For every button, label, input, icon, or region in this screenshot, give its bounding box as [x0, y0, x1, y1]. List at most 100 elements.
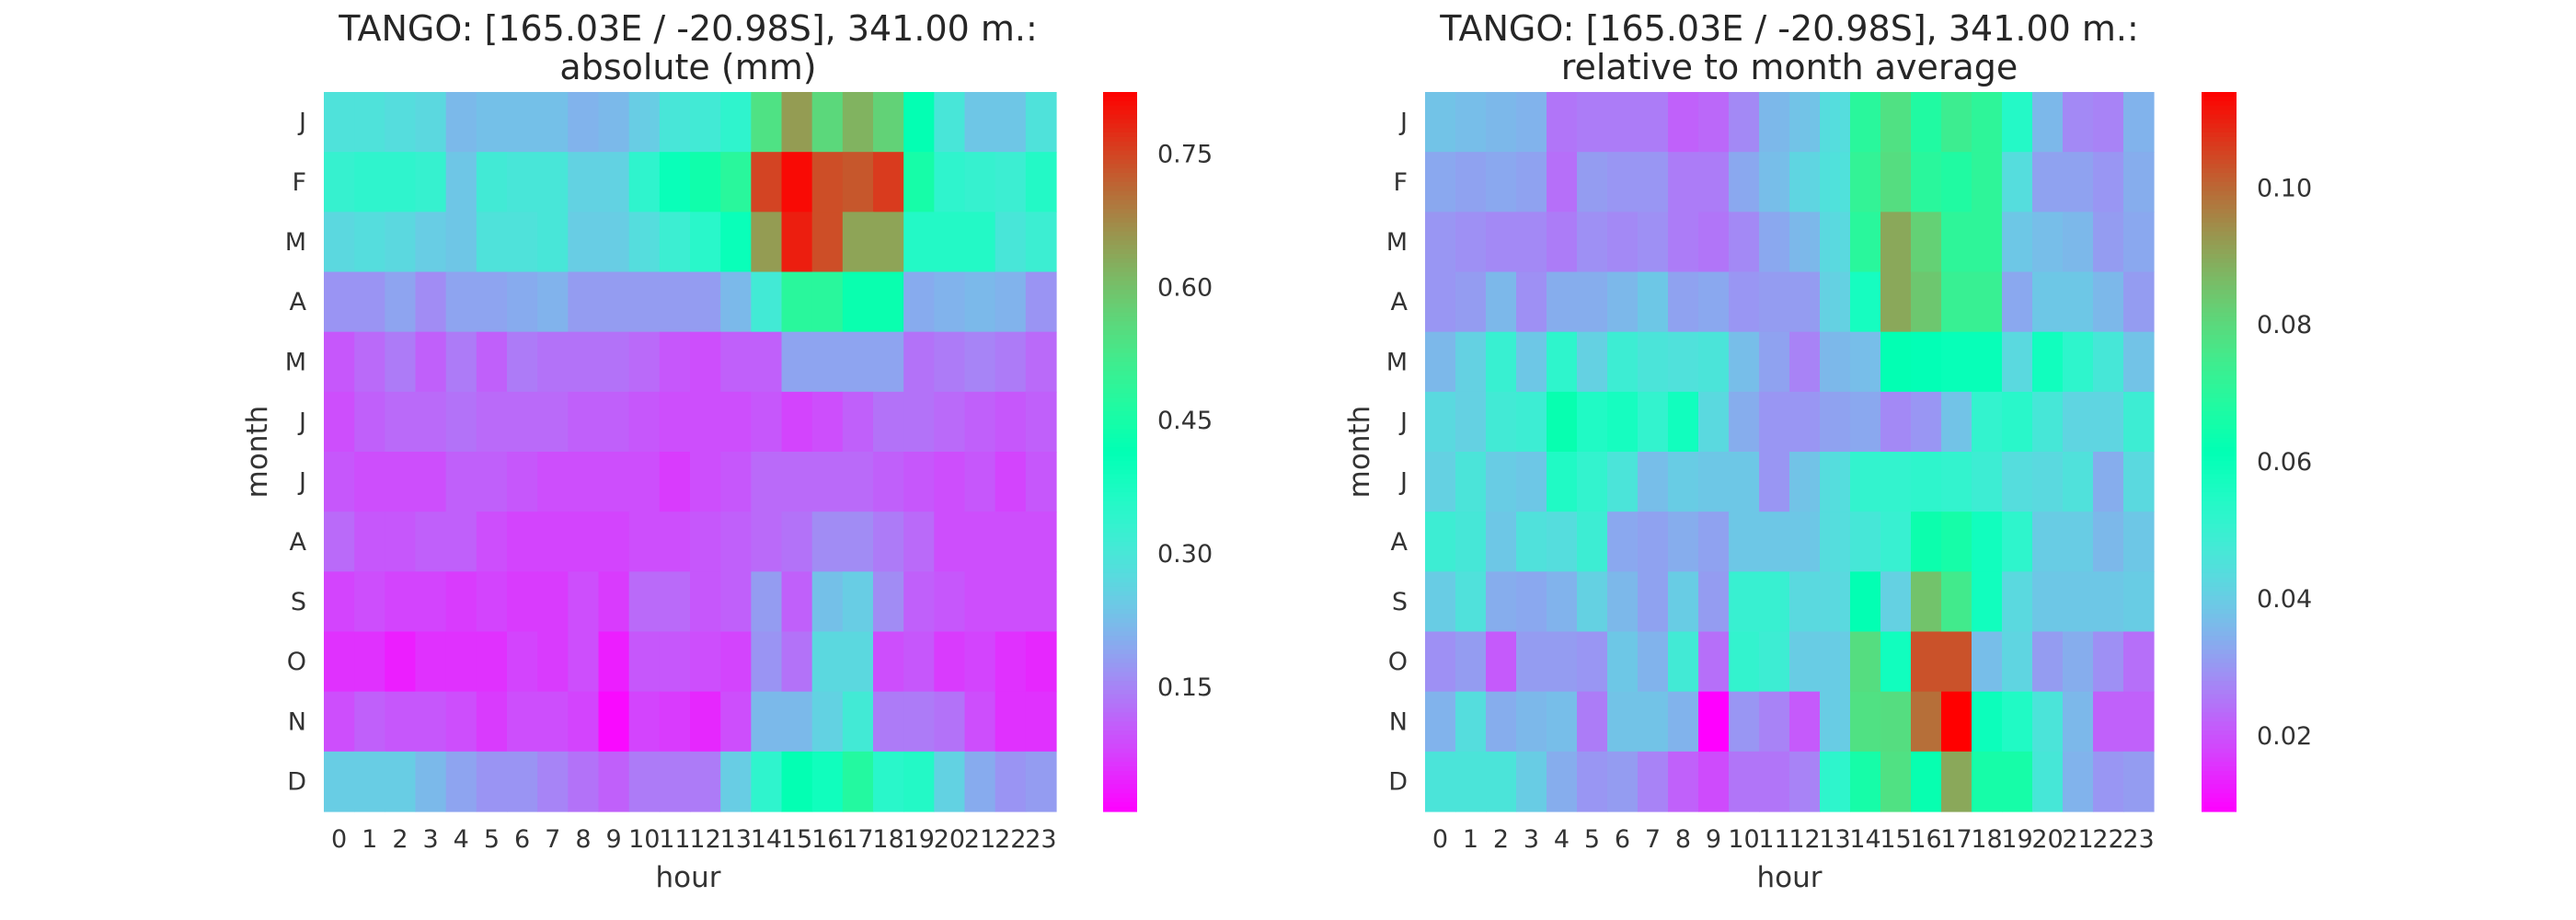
heatmap-cell	[1455, 452, 1487, 512]
colorbar-segment	[2202, 469, 2237, 476]
heatmap-cell	[1729, 452, 1760, 512]
heatmap-cell	[751, 452, 783, 512]
colorbar-segment	[1103, 348, 1137, 354]
heatmap-cell	[1607, 331, 1639, 393]
heatmap-cell	[1607, 212, 1639, 273]
colorbar-tick-label: 0.04	[2257, 585, 2312, 614]
heatmap-cell	[2093, 212, 2124, 273]
colorbar-segment	[2202, 109, 2237, 116]
heatmap-cell	[1638, 512, 1669, 572]
colorbar-segment	[2202, 748, 2237, 754]
heatmap-cell	[385, 92, 417, 153]
colorbar-segment	[1103, 388, 1137, 395]
y-tick-label: M	[1386, 228, 1408, 257]
colorbar-segment	[2202, 447, 2237, 453]
colorbar-segment	[2202, 559, 2237, 565]
heatmap-cell	[1698, 452, 1730, 512]
colorbar-segment	[1103, 662, 1137, 669]
colorbar-segment	[1103, 271, 1137, 277]
heatmap-cell	[1668, 212, 1699, 273]
heatmap-cell	[628, 152, 661, 213]
heatmap-cell	[995, 152, 1027, 213]
heatmap-cell	[628, 751, 661, 812]
heatmap-cell	[690, 271, 721, 333]
heatmap-cell	[659, 452, 691, 512]
heatmap-cell	[964, 92, 996, 153]
heatmap-cell	[903, 331, 935, 393]
heatmap-cell	[659, 271, 691, 333]
colorbar-segment	[1103, 685, 1137, 691]
heatmap-cell	[781, 152, 813, 213]
colorbar-segment	[1103, 569, 1137, 574]
colorbar-segment	[1103, 141, 1137, 147]
heatmap-cell	[842, 751, 874, 812]
colorbar-segment	[2202, 726, 2237, 731]
colorbar-segment	[1103, 510, 1137, 516]
heatmap-cell	[1759, 452, 1790, 512]
heatmap-cell	[995, 571, 1027, 633]
heatmap-cell	[1547, 571, 1578, 633]
x-tick-label: 6	[1615, 825, 1630, 854]
heatmap-cell	[781, 751, 813, 812]
colorbar-segment	[2202, 734, 2237, 741]
colorbar-segment	[1103, 734, 1137, 741]
heatmap-cell	[476, 571, 508, 633]
colorbar-segment	[1103, 645, 1137, 650]
heatmap-cell	[1607, 391, 1639, 453]
colorbar-segment	[2202, 388, 2237, 395]
heatmap-cell	[1911, 512, 1942, 572]
heatmap-cell	[537, 751, 569, 812]
colorbar-segment	[1103, 281, 1137, 286]
heatmap-cell	[1486, 212, 1517, 273]
x-tick-label: 3	[1524, 825, 1539, 854]
heatmap-cell	[1911, 152, 1942, 213]
heatmap-cell	[537, 512, 569, 572]
colorbar-segment	[1103, 483, 1137, 489]
colorbar-segment	[1103, 591, 1137, 596]
heatmap-cell	[354, 631, 385, 693]
colorbar-segment	[2202, 712, 2237, 718]
heatmap-cell	[995, 391, 1027, 453]
colorbar-segment	[2202, 366, 2237, 372]
heatmap-cell	[781, 691, 813, 753]
y-tick-label: N	[1389, 707, 1408, 736]
heatmap-cell	[2002, 331, 2033, 393]
heatmap-cell	[690, 452, 721, 512]
x-tick-label: 22	[995, 825, 1026, 854]
heatmap-cell	[598, 571, 630, 633]
heatmap-cell	[1972, 271, 2003, 333]
heatmap-cell	[1789, 512, 1821, 572]
colorbar-segment	[2202, 100, 2237, 107]
colorbar-segment	[1103, 312, 1137, 317]
chart-title-line2: relative to month average	[1561, 47, 2018, 87]
heatmap-cell	[1850, 691, 1881, 753]
colorbar-segment	[2202, 662, 2237, 669]
x-tick-label: 10	[628, 825, 660, 854]
heatmap-cell	[1789, 391, 1821, 453]
x-tick-label: 15	[781, 825, 812, 854]
heatmap-cell	[842, 152, 874, 213]
colorbar-segment	[1103, 564, 1137, 569]
heatmap-cell	[1547, 331, 1578, 393]
colorbar-segment	[2202, 186, 2237, 192]
colorbar-segment	[2202, 550, 2237, 557]
heatmap-cell	[1577, 271, 1608, 333]
y-tick-label: D	[287, 767, 306, 796]
colorbar-segment	[1103, 622, 1137, 628]
colorbar-segment	[1103, 681, 1137, 686]
heatmap-cell	[1880, 691, 1912, 753]
heatmap-cell	[1638, 631, 1669, 693]
heatmap-cell	[415, 512, 447, 572]
heatmap-cell	[751, 571, 783, 633]
heatmap-cell	[507, 571, 538, 633]
heatmap-cell	[995, 92, 1027, 153]
colorbar-segment	[2202, 240, 2237, 246]
colorbar-segment	[2202, 236, 2237, 241]
heatmap-cell	[751, 391, 783, 453]
heatmap-cell	[1455, 331, 1487, 393]
heatmap-cell	[1486, 391, 1517, 453]
colorbar-segment	[2202, 407, 2237, 412]
colorbar-segment	[2202, 438, 2237, 443]
heatmap-cell	[781, 631, 813, 693]
heatmap-cell	[903, 452, 935, 512]
